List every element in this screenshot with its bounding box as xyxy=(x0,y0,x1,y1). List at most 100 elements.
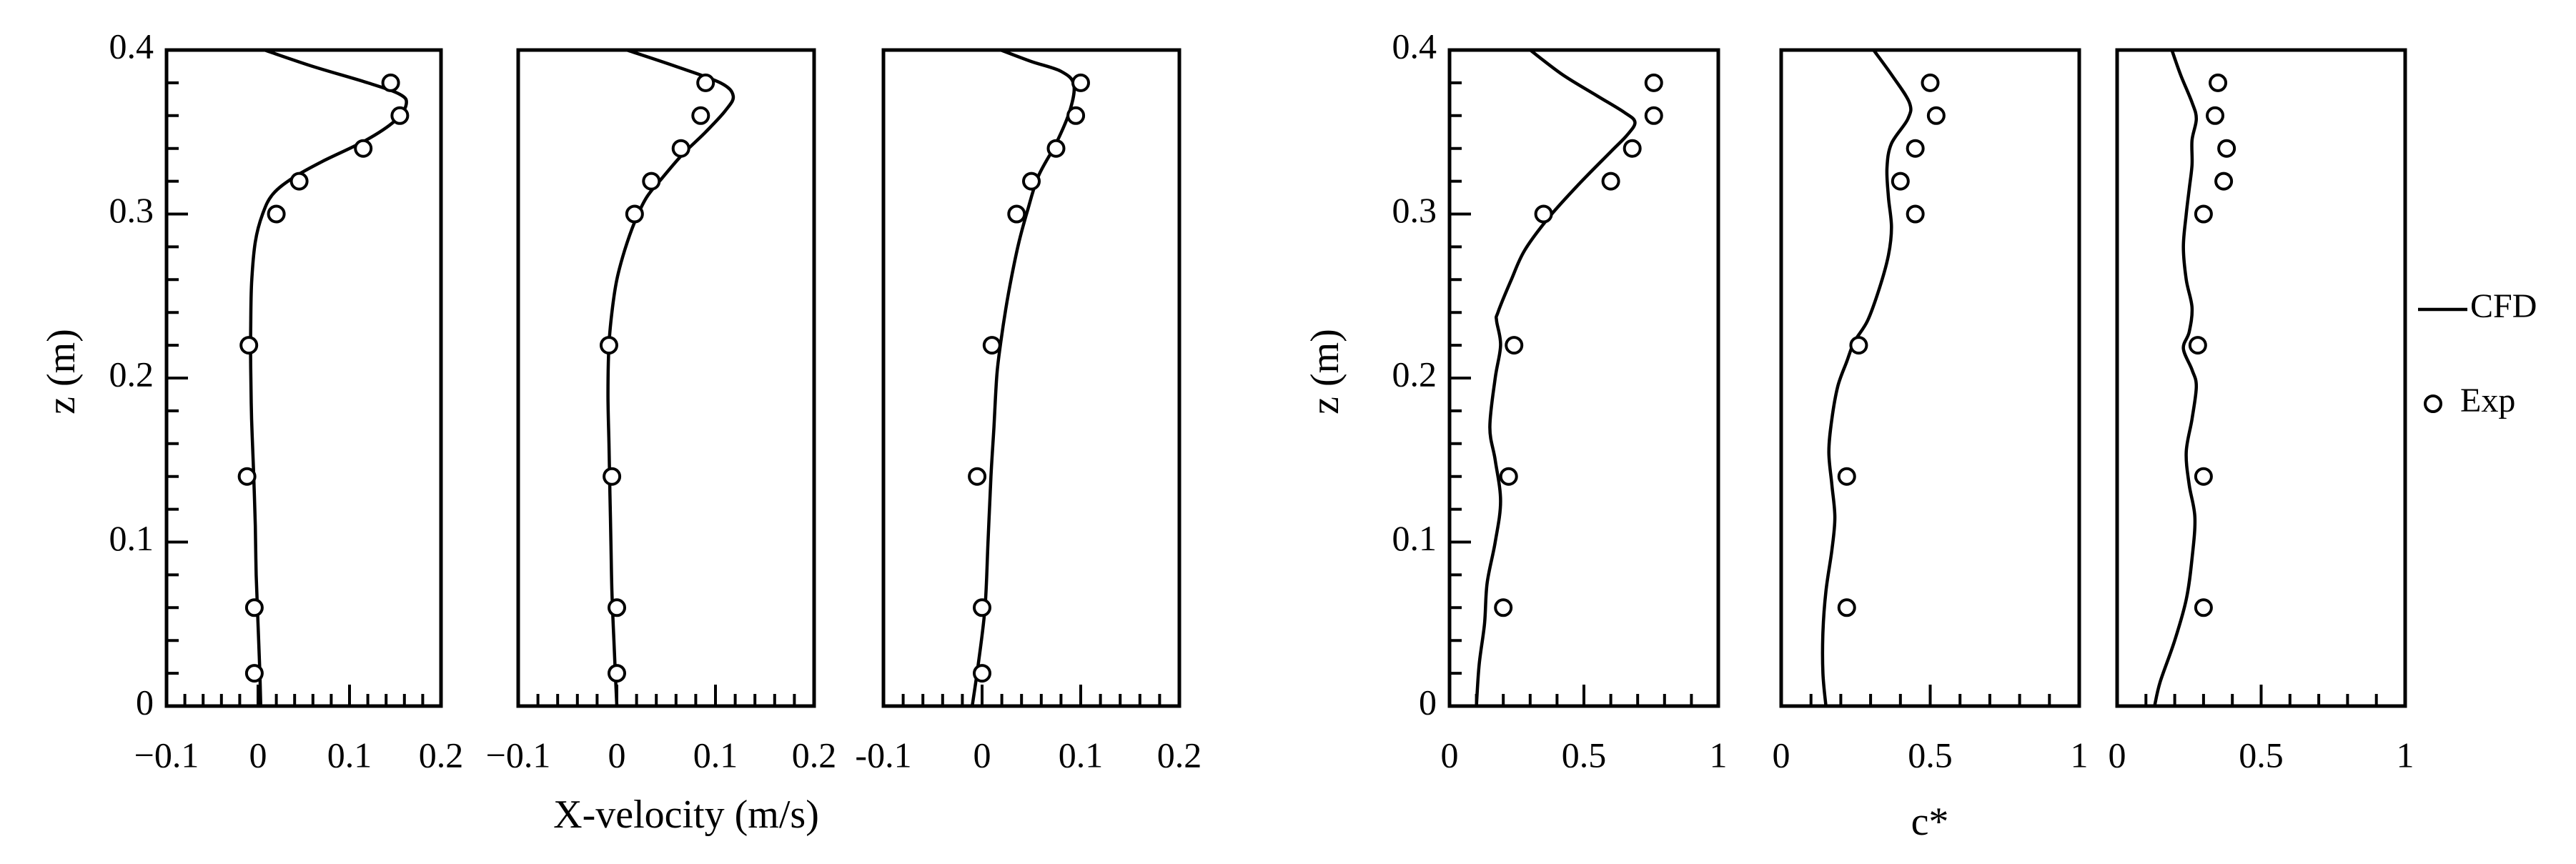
exp-data-point xyxy=(1837,598,1856,617)
y-tick-label: 0 xyxy=(136,682,154,722)
exp-data-point xyxy=(1891,172,1910,191)
exp-data-point xyxy=(696,73,715,92)
axes-frame xyxy=(164,48,443,708)
exp-data-point xyxy=(1644,73,1663,92)
exp-data-point xyxy=(239,336,259,355)
exp-data-point xyxy=(244,598,264,617)
plot-panel-cstar-panel-1: 0 0.5 1 0 0.1 0.2 0.3 0.4 xyxy=(1392,26,1728,775)
x-tick-label: 0 xyxy=(1441,735,1459,775)
x-tick-label: 0 xyxy=(2109,735,2126,775)
plot-panel-cstar-panel-3: 0 0.5 1 xyxy=(2109,48,2414,775)
exp-data-point xyxy=(1494,598,1513,617)
x-tick-label: 0.1 xyxy=(1059,735,1104,775)
cfd-curve xyxy=(2153,48,2199,708)
x-tick-label: −0.1 xyxy=(486,735,551,775)
plot-panel-xvel-panel-2: −0.1 0 0.1 0.2 xyxy=(486,48,837,775)
exp-data-point xyxy=(267,204,286,224)
x-tick-label: 0.2 xyxy=(792,735,837,775)
axes-frame xyxy=(1447,48,1720,708)
axes-frame xyxy=(881,48,1182,708)
x-tick-label: -0.1 xyxy=(855,735,911,775)
exp-data-point xyxy=(1007,204,1026,224)
exp-data-point xyxy=(381,73,400,92)
exp-data-point xyxy=(1906,139,1925,158)
cfd-curve xyxy=(1820,48,1913,708)
x-tick-label: 0 xyxy=(249,735,267,775)
exp-data-point xyxy=(2214,172,2234,191)
exp-data-point xyxy=(1022,172,1041,191)
exp-data-point xyxy=(1046,139,1066,158)
x-tick-label: −0.1 xyxy=(134,735,199,775)
exp-data-point xyxy=(1921,73,1940,92)
y-tick-label: 0.1 xyxy=(109,518,154,558)
exp-data-point xyxy=(1906,204,1925,224)
exp-data-point xyxy=(671,139,690,158)
y-tick-label: 0.2 xyxy=(109,354,154,394)
legend: CFD Exp xyxy=(2418,287,2537,419)
exp-data-point xyxy=(2217,139,2236,158)
x-tick-label: 0 xyxy=(974,735,991,775)
x-tick-label: 1 xyxy=(1710,735,1728,775)
x-tick-label: 0.2 xyxy=(1157,735,1202,775)
y-tick-label: 0.1 xyxy=(1392,518,1437,558)
x-tick-label: 0.1 xyxy=(693,735,738,775)
exp-data-point xyxy=(1066,106,1086,125)
y-tick-label: 0.4 xyxy=(109,26,154,66)
cfd-curve xyxy=(1475,48,1637,708)
plot-panel-cstar-panel-2: 0 0.5 1 xyxy=(1773,48,2089,775)
exp-data-point xyxy=(608,598,626,617)
xaxis-title-left-group: X-velocity (m/s) xyxy=(553,793,819,837)
cfd-curve xyxy=(249,48,408,708)
y-tick-label: 0.3 xyxy=(1392,190,1437,230)
exp-data-point xyxy=(1601,172,1620,191)
y-tick-label: 0.3 xyxy=(109,190,154,230)
exp-data-point xyxy=(1926,106,1946,125)
exp-data-point xyxy=(354,139,373,158)
x-tick-label: 1 xyxy=(2071,735,2089,775)
exp-data-point xyxy=(973,664,991,683)
exp-data-point xyxy=(2188,336,2207,355)
x-tick-label: 0.5 xyxy=(2239,735,2284,775)
exp-data-point xyxy=(2194,467,2213,486)
plot-panel-xvel-panel-1: −0.1 0 0.1 0.2 0 0.1 0.2 0.3 0.4 xyxy=(109,26,464,775)
exp-data-point xyxy=(1623,139,1642,158)
plot-panel-xvel-panel-3: -0.1 0 0.1 0.2 xyxy=(855,48,1202,775)
exp-data-point xyxy=(2206,106,2225,125)
axes-frame xyxy=(516,48,816,708)
exp-data-point xyxy=(599,336,618,355)
exp-data-point xyxy=(982,336,1001,355)
x-tick-label: 0 xyxy=(608,735,626,775)
exp-data-point xyxy=(973,598,991,617)
cfd-curve xyxy=(606,48,735,708)
exp-data-point xyxy=(2194,204,2213,224)
yaxis-title-left-group: z (m) xyxy=(39,329,84,414)
x-tick-label: 1 xyxy=(2397,735,2414,775)
exp-data-point xyxy=(691,106,710,125)
x-tick-label: 0.5 xyxy=(1562,735,1607,775)
legend-cfd-label: CFD xyxy=(2470,287,2537,325)
exp-data-point xyxy=(390,106,410,125)
exp-data-point xyxy=(1849,336,1868,355)
x-tick-label: 0 xyxy=(1773,735,1790,775)
exp-data-point xyxy=(2209,73,2228,92)
exp-data-point xyxy=(642,172,661,191)
legend-exp-label: Exp xyxy=(2460,382,2515,419)
exp-data-point xyxy=(608,664,626,683)
exp-data-point xyxy=(237,467,257,486)
yaxis-title-right-group: z (m) xyxy=(1303,329,1347,414)
exp-data-point xyxy=(2194,598,2213,617)
exp-data-point xyxy=(1837,467,1856,486)
y-tick-label: 0.4 xyxy=(1392,26,1437,66)
exp-data-point xyxy=(1499,467,1518,486)
axes-frame xyxy=(2115,48,2407,708)
exp-data-point xyxy=(603,467,622,486)
exp-data-point xyxy=(1534,204,1553,224)
x-tick-label: 0.5 xyxy=(1908,735,1953,775)
legend-exp-circle-symbol xyxy=(2424,394,2442,413)
x-tick-label: 0.2 xyxy=(419,735,464,775)
labels-layer: X-velocity (m/s) c* z (m) z (m) xyxy=(39,329,1948,844)
exp-data-point xyxy=(1644,106,1663,125)
exp-data-point xyxy=(625,204,644,224)
